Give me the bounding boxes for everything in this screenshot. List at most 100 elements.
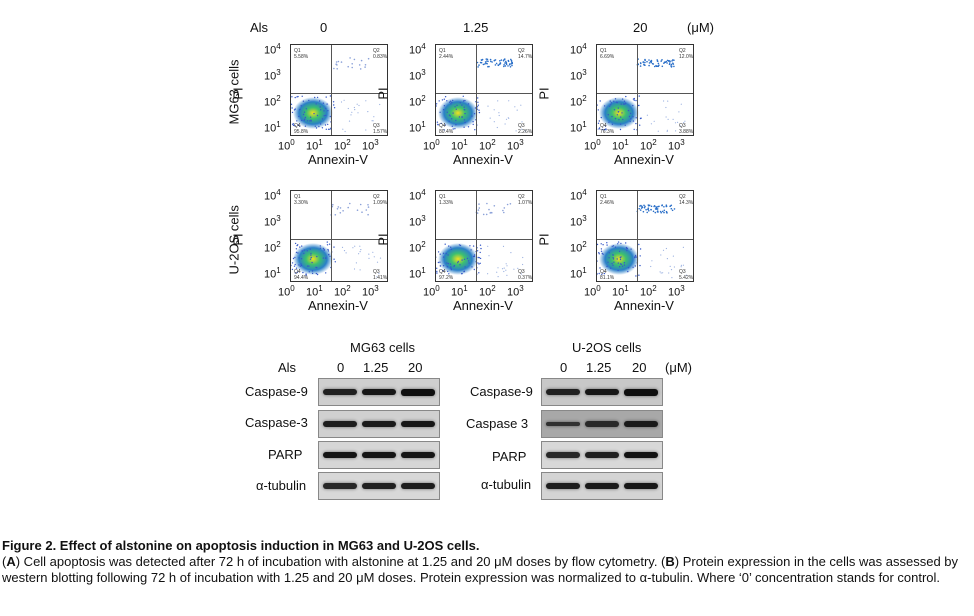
y-tick-label: 104 xyxy=(570,188,587,203)
blot-group-title: U-2OS cells xyxy=(572,340,642,355)
quadrant-label: Q3 3.88% xyxy=(679,123,694,135)
y-tick-label: 103 xyxy=(264,214,281,229)
y-tick-label: 101 xyxy=(409,266,426,281)
blot-strip xyxy=(318,441,440,469)
als-label: Als xyxy=(278,360,297,375)
y-tick-label: 103 xyxy=(264,68,281,83)
x-tick-label: 100 xyxy=(278,284,295,299)
protein-band xyxy=(624,482,658,490)
protein-label: Caspase-3 xyxy=(245,415,308,430)
quadrant-label: Q1 3.30% xyxy=(294,194,309,206)
y-tick-label: 104 xyxy=(264,188,281,203)
unit-label: (μM) xyxy=(687,20,714,35)
y-tick-label: 102 xyxy=(264,94,281,109)
x-tick-label: 102 xyxy=(479,138,496,153)
x-axis-label: Annexin-V xyxy=(308,298,368,313)
protein-label: PARP xyxy=(268,447,303,462)
protein-band xyxy=(323,389,357,395)
quadrant-label: Q1 1.33% xyxy=(439,194,454,206)
protein-band xyxy=(546,421,580,427)
dose-label: 20 xyxy=(632,360,647,375)
protein-band xyxy=(546,389,580,395)
gate-line xyxy=(436,93,532,94)
dose-label: 0 xyxy=(560,360,568,375)
y-axis-label: PI xyxy=(536,87,552,100)
flow-plot: Q1 2.46% Q2 14.3% Q4 81.1% Q3 5.42% xyxy=(596,190,694,282)
flow-plot: Q1 3.30% Q2 1.09% Q4 94.4% Q3 1.41% xyxy=(290,190,388,282)
x-tick-label: 101 xyxy=(451,138,468,153)
quadrant-label: Q4 81.1% xyxy=(600,269,615,281)
protein-band xyxy=(323,421,357,427)
protein-band xyxy=(401,483,435,489)
protein-band xyxy=(546,452,580,458)
quadrant-label: Q1 6.69% xyxy=(600,48,615,60)
gate-line xyxy=(331,191,332,281)
quadrant-label: Q3 1.57% xyxy=(373,123,388,135)
dose-label: 20 xyxy=(408,360,423,375)
y-axis-label: PI xyxy=(375,233,391,246)
figure-caption: Figure 2. Effect of alstonine on apoptos… xyxy=(2,538,970,586)
protein-band xyxy=(362,451,396,459)
dose-label: 1.25 xyxy=(463,20,489,35)
x-tick-label: 100 xyxy=(423,138,440,153)
y-tick-label: 103 xyxy=(570,68,587,83)
x-tick-label: 103 xyxy=(362,284,379,299)
y-axis-label: PI xyxy=(375,87,391,100)
quadrant-label: Q4 76.3% xyxy=(600,123,615,135)
quadrant-label: Q2 0.83% xyxy=(373,48,388,60)
y-tick-label: 101 xyxy=(409,120,426,135)
y-tick-label: 101 xyxy=(264,120,281,135)
x-tick-label: 103 xyxy=(668,284,685,299)
gate-line xyxy=(436,239,532,240)
y-tick-label: 101 xyxy=(570,120,587,135)
x-axis-label: Annexin-V xyxy=(614,298,674,313)
protein-band xyxy=(362,420,396,428)
blot-group-title: MG63 cells xyxy=(350,340,416,355)
blot-strip xyxy=(318,472,440,500)
y-axis-label: PI xyxy=(230,233,246,246)
x-tick-label: 103 xyxy=(668,138,685,153)
y-tick-label: 102 xyxy=(264,240,281,255)
gate-line xyxy=(291,93,387,94)
quadrant-label: Q4 95.8% xyxy=(294,123,309,135)
x-tick-label: 100 xyxy=(584,284,601,299)
protein-band xyxy=(362,483,396,489)
quadrant-label: Q2 1.07% xyxy=(518,194,533,206)
flow-plot: Q1 5.58% Q2 0.83% Q4 95.8% Q3 1.57% xyxy=(290,44,388,136)
x-tick-label: 101 xyxy=(612,138,629,153)
x-tick-label: 102 xyxy=(334,284,351,299)
quadrant-label: Q3 2.26% xyxy=(518,123,533,135)
y-tick-label: 104 xyxy=(570,42,587,57)
y-tick-label: 101 xyxy=(264,266,281,281)
quadrant-label: Q2 14.3% xyxy=(679,194,694,206)
protein-band xyxy=(323,483,357,489)
gate-line xyxy=(291,239,387,240)
y-tick-label: 103 xyxy=(570,214,587,229)
x-tick-label: 102 xyxy=(479,284,496,299)
y-tick-label: 101 xyxy=(570,266,587,281)
protein-band xyxy=(546,483,580,489)
protein-label: α-tubulin xyxy=(481,477,532,492)
protein-label: PARP xyxy=(492,449,527,464)
blot-strip xyxy=(541,472,663,500)
gate-line xyxy=(331,45,332,135)
x-axis-label: Annexin-V xyxy=(308,152,368,167)
protein-band xyxy=(585,421,619,427)
dose-label: 20 xyxy=(633,20,648,35)
quadrant-label: Q2 14.7% xyxy=(518,48,533,60)
x-tick-label: 101 xyxy=(306,284,323,299)
dose-label: 1.25 xyxy=(363,360,389,375)
quadrant-label: Q2 12.0% xyxy=(679,48,694,60)
x-tick-label: 101 xyxy=(306,138,323,153)
protein-band xyxy=(624,420,658,428)
gate-line xyxy=(597,239,693,240)
protein-label: Caspase 3 xyxy=(466,416,529,431)
dose-label: 0 xyxy=(337,360,345,375)
blot-strip xyxy=(541,378,663,406)
protein-band xyxy=(585,482,619,490)
x-tick-label: 101 xyxy=(612,284,629,299)
gate-line xyxy=(637,191,638,281)
quadrant-label: Q3 0.37% xyxy=(518,269,533,281)
blot-strip xyxy=(318,378,440,406)
quadrant-label: Q2 1.09% xyxy=(373,194,388,206)
